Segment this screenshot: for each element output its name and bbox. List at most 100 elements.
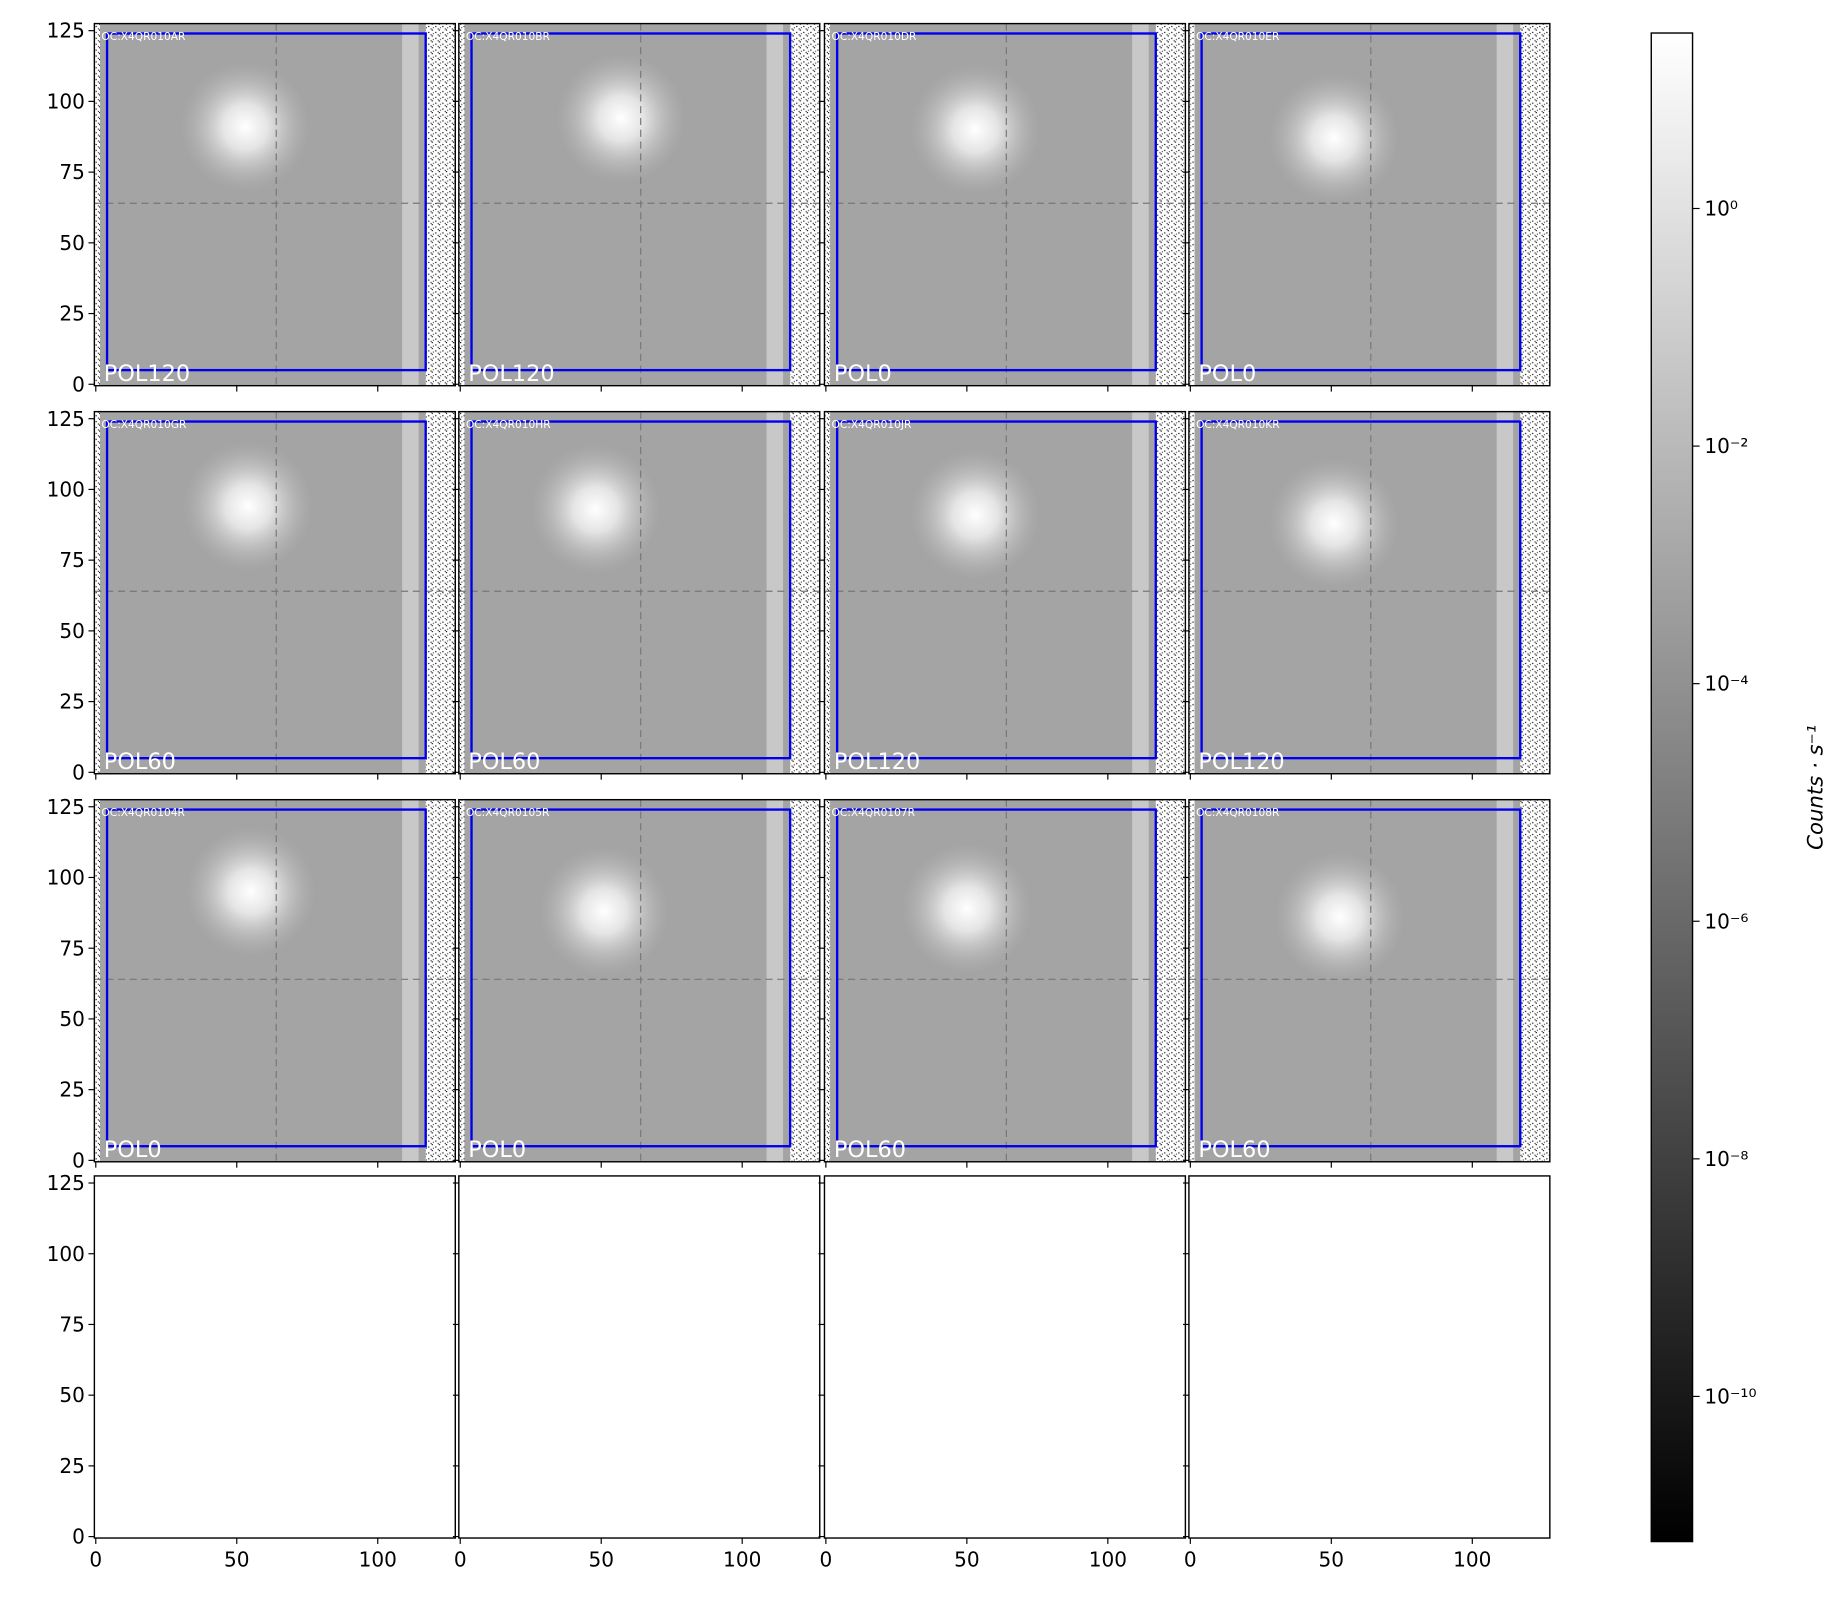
axes-frame xyxy=(93,410,456,775)
peak xyxy=(180,61,311,192)
panel-title: OC:X4QR010ER xyxy=(1196,30,1280,43)
peak xyxy=(539,846,669,977)
axes-frame xyxy=(458,410,821,775)
x-tick-label: 0 xyxy=(454,1547,467,1571)
bright-column xyxy=(402,799,419,1162)
axes-frame xyxy=(93,798,456,1163)
filter-label: POL60 xyxy=(834,1137,906,1163)
roi-box xyxy=(105,808,427,1148)
peak xyxy=(901,843,1032,974)
axes-frame xyxy=(458,22,821,387)
x-tick-label: 100 xyxy=(1453,1547,1491,1571)
roi-box xyxy=(105,420,427,760)
y-tick-label: 0 xyxy=(72,760,85,784)
image: OC:X4QR010HR POL60 xyxy=(458,411,820,774)
image: OC:X4QR010BR POL120 xyxy=(458,23,820,387)
panel: 0 50 100 xyxy=(452,1175,821,1571)
colorbar-tick-label: 10⁻⁸ xyxy=(1704,1147,1748,1171)
roi-box xyxy=(470,808,792,1148)
filter-label: POL0 xyxy=(468,1137,526,1163)
image: OC:X4QR0105R POL0 xyxy=(458,799,820,1163)
peak xyxy=(530,444,661,575)
peak xyxy=(185,826,316,957)
axes-frame xyxy=(823,22,1187,387)
filter-label: POL120 xyxy=(834,749,920,775)
bright-column xyxy=(402,411,419,774)
y-tick-label: 75 xyxy=(59,936,85,960)
y-tick-label: 125 xyxy=(47,1171,85,1195)
panel: OC:X4QR0105R POL0 xyxy=(452,798,821,1168)
peak xyxy=(183,441,313,572)
y-tick-label: 0 xyxy=(72,1525,85,1549)
panel: OC:X4QR0108R POL60 xyxy=(1183,798,1551,1168)
filter-label: POL120 xyxy=(1198,749,1284,775)
panel: OC:X4QR010ER POL0 xyxy=(1183,22,1551,392)
bright-column xyxy=(766,411,784,774)
bright-column xyxy=(1496,799,1514,1162)
y-tick-label: 50 xyxy=(59,619,85,643)
panel-title: OC:X4QR010GR xyxy=(101,418,187,431)
roi-box xyxy=(835,420,1157,760)
peak xyxy=(1269,73,1400,204)
panel: OC:X4QR010JR POL120 xyxy=(818,410,1187,780)
colorbar-tick-label: 10⁻⁴ xyxy=(1704,672,1748,696)
bright-column xyxy=(1496,23,1514,386)
image: OC:X4QR010DR POL0 xyxy=(824,23,1186,387)
bright-column xyxy=(402,23,419,386)
panel-title: OC:X4QR0105R xyxy=(466,806,550,819)
panel: OC:X4QR010GR POL60 0 25 50 75 100 125 xyxy=(47,407,456,784)
panel-title: OC:X4QR010DR xyxy=(832,30,917,43)
peak xyxy=(910,450,1041,580)
axes-frame xyxy=(823,1175,1187,1539)
panel: OC:X4QR010HR POL60 xyxy=(452,410,821,780)
colorbar-tick-label: 10⁻⁶ xyxy=(1704,909,1748,933)
filter-label: POL0 xyxy=(834,361,892,387)
sky xyxy=(1194,799,1521,1162)
colorbar-tick-label: 10⁰ xyxy=(1704,197,1738,221)
panel: OC:X4QR010AR POL120 0 25 50 75 100 125 xyxy=(47,19,456,396)
panel: 0 50 100 xyxy=(818,1175,1187,1571)
y-tick-label: 25 xyxy=(59,302,85,326)
filter-label: POL0 xyxy=(104,1137,162,1163)
bright-column xyxy=(1496,411,1514,774)
panel-title: OC:X4QR010KR xyxy=(1196,418,1280,431)
bright-column xyxy=(1132,411,1149,774)
panel: OC:X4QR010DR POL0 xyxy=(818,22,1187,392)
peak xyxy=(556,53,686,184)
axes-frame xyxy=(93,1175,456,1539)
panel: 0 25 50 75 100 125 0 50 100 xyxy=(47,1171,456,1571)
roi-box xyxy=(470,420,792,760)
filter-label: POL120 xyxy=(468,361,554,387)
colorbar-tick-label: 10⁻² xyxy=(1704,434,1748,458)
y-tick-label: 25 xyxy=(59,690,85,714)
panel-title: OC:X4QR010HR xyxy=(466,418,551,431)
image: OC:X4QR010GR POL60 xyxy=(94,411,456,774)
bright-column xyxy=(766,799,784,1162)
y-tick-label: 50 xyxy=(59,1007,85,1031)
axes-frame xyxy=(1188,22,1551,387)
y-tick-label: 125 xyxy=(47,19,85,43)
axes-frame xyxy=(1188,1175,1551,1539)
axes-frame xyxy=(458,798,821,1163)
y-tick-label: 100 xyxy=(47,478,85,502)
y-tick-label: 75 xyxy=(59,1313,85,1337)
panel-title: OC:X4QR0104R xyxy=(101,806,185,819)
x-tick-label: 50 xyxy=(1319,1547,1345,1571)
colorbar-tick-label: 10⁻¹⁰ xyxy=(1704,1384,1756,1408)
panel: OC:X4QR0107R POL60 xyxy=(818,798,1187,1168)
x-tick-label: 0 xyxy=(1184,1547,1197,1571)
y-tick-label: 0 xyxy=(72,1148,85,1172)
y-tick-label: 125 xyxy=(47,795,85,819)
roi-box xyxy=(1200,808,1522,1148)
y-tick-label: 100 xyxy=(47,1242,85,1266)
roi-box xyxy=(470,32,792,372)
y-tick-label: 75 xyxy=(59,548,85,572)
axes-frame xyxy=(823,798,1187,1163)
y-tick-label: 75 xyxy=(59,160,85,184)
y-tick-label: 0 xyxy=(72,372,85,396)
y-tick-label: 125 xyxy=(47,407,85,431)
panel: OC:X4QR0104R POL0 0 25 50 75 100 125 xyxy=(47,795,456,1172)
colorbar xyxy=(1650,32,1694,1543)
